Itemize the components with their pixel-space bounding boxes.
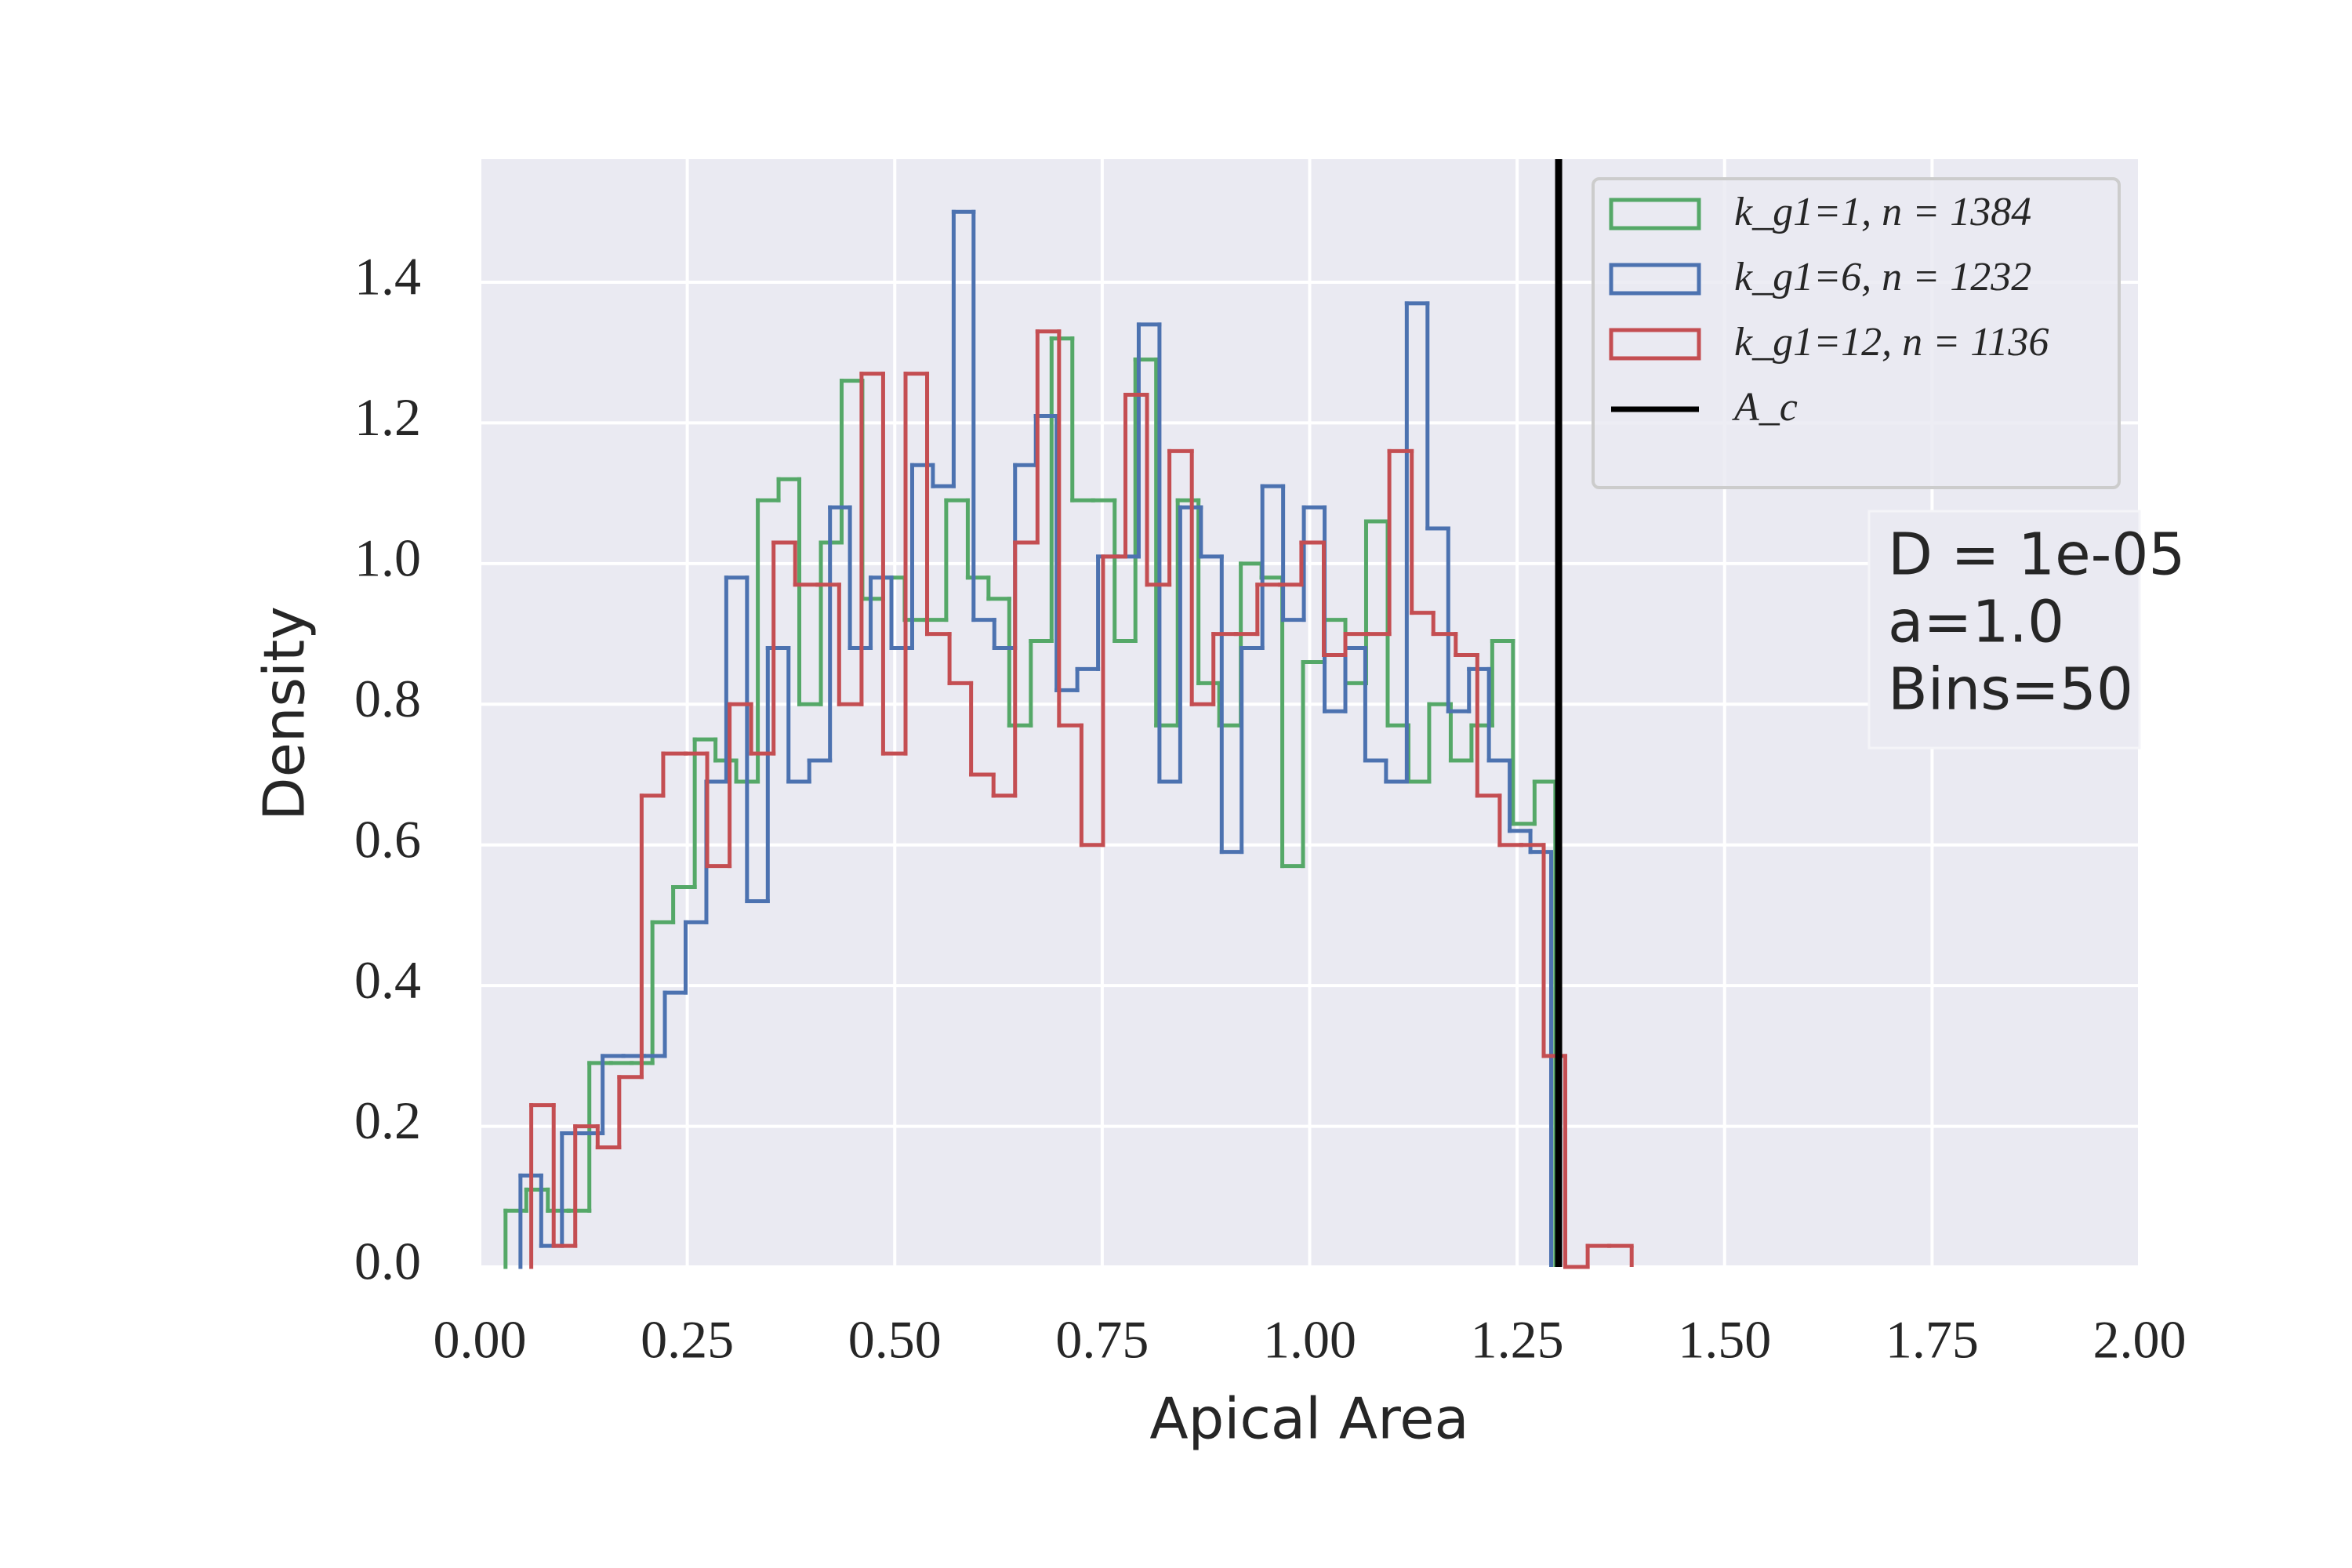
annotation-line: Bins=50 [1888, 656, 2133, 724]
x-tick-label: 2.00 [2093, 1310, 2187, 1370]
legend: k_g1=1, n = 1384 k_g1=6, n = 1232 k_g1=12,… [1592, 177, 2121, 489]
legend-label: k_g1=12, n = 1136 [1734, 320, 2049, 365]
y-tick-label: 0.2 [354, 1091, 421, 1150]
x-tick-label: 0.50 [848, 1310, 942, 1370]
y-tick-label: 1.4 [354, 247, 421, 307]
x-tick-label: 1.50 [1678, 1310, 1771, 1370]
ticks: 0.0 0.2 0.4 0.6 0.8 1.0 1.2 1.4 0.00 0.25 0.50 0.75… [354, 247, 2187, 1370]
legend-label: k_g1=6, n = 1232 [1734, 255, 2031, 299]
legend-swatch [1609, 328, 1701, 361]
y-tick-label: 0.4 [354, 950, 421, 1010]
x-tick-label: 0.75 [1055, 1310, 1149, 1370]
y-tick-label: 0.8 [354, 669, 421, 728]
x-axis-label: Apical Area [1149, 1386, 1468, 1452]
legend-swatch [1609, 263, 1701, 296]
y-tick-label: 1.0 [354, 528, 421, 587]
y-tick-label: 0.0 [354, 1232, 421, 1291]
legend-swatch [1609, 198, 1701, 230]
x-tick-label: 0.00 [434, 1310, 527, 1370]
y-tick-label: 0.6 [354, 809, 421, 869]
legend-frame [1592, 177, 2121, 489]
x-tick-label: 0.25 [641, 1310, 734, 1370]
annotation-line: a=1.0 [1888, 589, 2064, 656]
legend-label: A_c [1732, 385, 1798, 430]
marks [503, 159, 1634, 1269]
y-tick-label: 1.2 [354, 387, 421, 447]
y-axis-label: Density [252, 606, 318, 821]
annotation-line: D = 1e-05 [1888, 521, 2186, 589]
annotation-box [1867, 510, 2141, 750]
legend-label: k_g1=1, n = 1384 [1734, 190, 2031, 234]
x-tick-label: 1.75 [1886, 1310, 1979, 1370]
x-tick-label: 1.00 [1263, 1310, 1356, 1370]
grid [478, 159, 2141, 1269]
x-tick-label: 1.25 [1471, 1310, 1564, 1370]
